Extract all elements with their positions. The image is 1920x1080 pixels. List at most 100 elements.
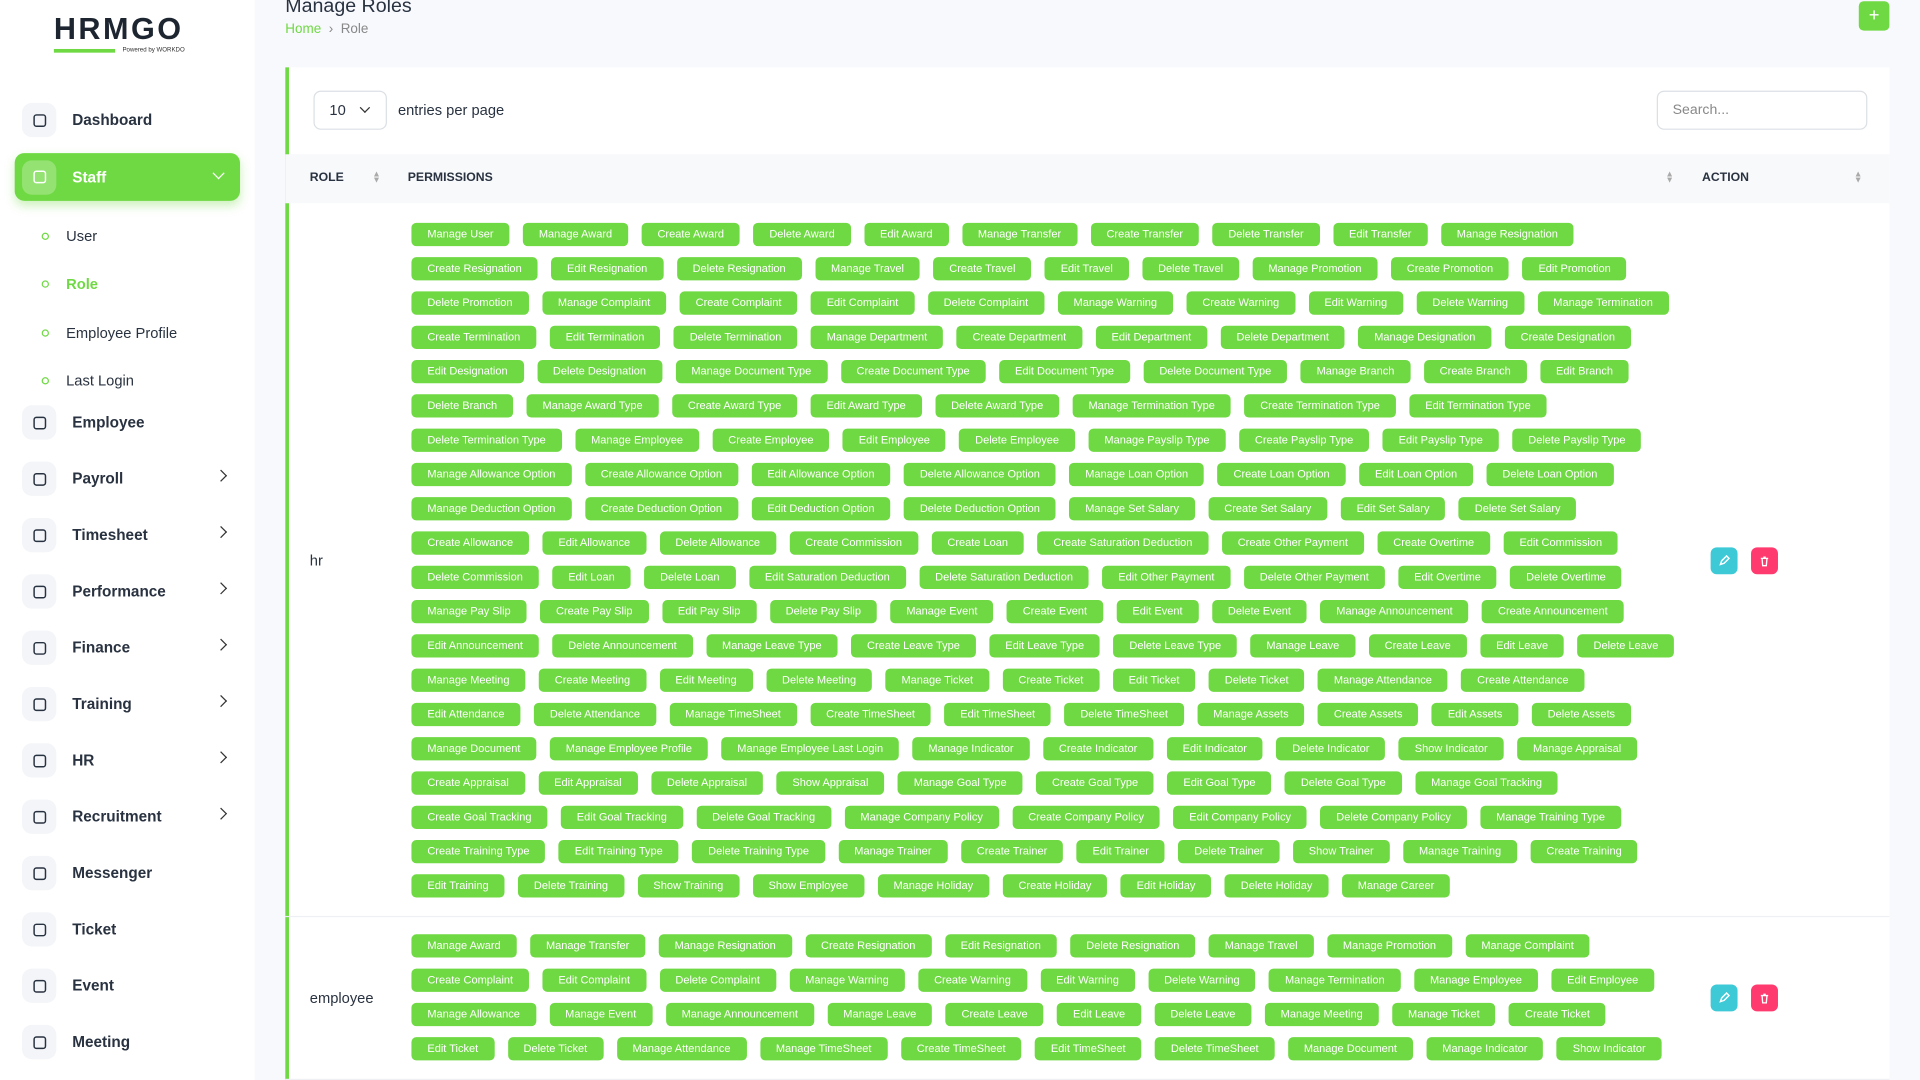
permission-badge: Edit Complaint [810,291,915,315]
column-header[interactable]: ACTION [1702,171,1750,185]
nav-icon [32,641,46,655]
nav-item[interactable]: Event [22,968,233,1005]
edit-button[interactable] [1710,983,1738,1011]
nav-label: Meeting [72,1033,131,1051]
nav-item[interactable]: HR [22,742,233,779]
permission-badge: Edit Document Type [999,360,1130,384]
chevron [214,582,228,595]
delete-icon [1760,993,1769,1003]
nav-item[interactable]: Meeting [22,1024,233,1061]
breadcrumb-link[interactable]: Home [285,22,322,37]
edit-icon [1719,991,1731,1003]
nav-item[interactable]: Finance [22,630,233,667]
nav-icon [32,585,46,599]
permission-badge: Create Warning [1186,291,1296,315]
nav-label: Employee [72,414,145,432]
nav-icon-box [22,159,57,195]
nav-item[interactable]: Dashboard [22,102,233,139]
nav-icon [32,528,46,542]
search-input[interactable]: Search... [1656,90,1868,130]
column-header[interactable]: ROLE [309,171,344,185]
nav-item[interactable]: Timesheet [22,517,233,554]
permission-badge: Create Meeting [538,668,647,692]
submenu-item[interactable]: User [41,227,98,245]
permission-badge: Edit TimeSheet [1034,1037,1142,1061]
nav-item[interactable]: Employee [22,404,233,441]
permission-badge: Manage TimeSheet [669,702,797,727]
nav-item[interactable]: Training [22,686,233,723]
sort-icon[interactable]: ▲ ▼ [372,170,381,185]
nav-item[interactable]: Staff [14,153,241,201]
delete-button[interactable] [1751,546,1778,574]
permission-badge: Delete TimeSheet [1155,1037,1275,1061]
permission-badge: Manage Announcement [665,1002,814,1027]
sort-icon[interactable]: ▲ ▼ [1665,170,1674,185]
sidebar: HRMGO Powered by WORKDO Dashboard Staff Us… [0,0,255,1080]
nav-icon [32,923,46,937]
nav-item[interactable]: Payroll [22,461,233,498]
nav-icon-box [22,102,57,138]
permission-badge: Delete Attendance [533,702,656,727]
nav-icon [32,472,46,486]
permission-badge: Manage Warning [1057,291,1173,315]
permission-badge: Create Goal Tracking [411,805,548,829]
permission-badge: Delete Set Salary [1458,497,1577,521]
permission-badge: Manage Resignation [658,934,792,958]
breadcrumb-current: Role [340,22,369,37]
permission-badge: Delete Training Type [692,840,825,864]
nav-item[interactable]: Recruitment [22,799,233,836]
permission-badge: Delete Overtime [1510,565,1622,589]
nav-icon [32,979,46,993]
permission-badge: Edit Termination [549,325,661,349]
nav-item[interactable]: Ticket [22,911,233,948]
permission-badge: Manage Attendance [616,1037,747,1061]
nav-item[interactable]: Performance [22,573,233,610]
permission-badge: Create Goal Type [1036,771,1155,795]
permission-badge: Manage Document Type [675,360,828,384]
permission-badge: Manage Award [411,934,517,958]
nav-label: Staff [72,168,107,186]
submenu-label: User [66,227,98,245]
permission-badge: Create Holiday [1002,874,1108,898]
submenu-label: Role [66,275,98,294]
roles-card: 10 entries per page Search... ROLE ▲ ▼ PE… [285,67,1890,1080]
nav-label: Event [72,977,114,995]
permission-badge: Manage Ticket [885,668,990,692]
permission-badge: Manage Event [890,600,994,624]
nav-icon-box [22,405,57,440]
permission-badge: Manage Goal Tracking [1415,771,1558,795]
nav-label: Payroll [72,470,124,488]
nav-item[interactable]: Messenger [22,855,233,892]
permission-badge: Create Travel [933,257,1032,281]
permission-badge: Delete Warning [1416,291,1524,315]
permission-badge: Delete Resignation [676,257,802,281]
submenu-item[interactable]: Employee Profile [41,324,178,341]
permission-badge: Edit Goal Tracking [560,805,683,829]
permission-badge: Delete Leave [1577,634,1675,658]
entries-select[interactable]: 10 [313,90,387,130]
permission-badge: Delete Complaint [659,968,776,992]
permission-badge: Manage Indicator [912,737,1030,761]
edit-button[interactable] [1710,546,1738,574]
chevron [214,807,228,820]
submenu-item[interactable]: Role [41,275,98,294]
delete-button[interactable] [1751,983,1778,1011]
permission-badge: Edit Overtime [1398,565,1497,589]
permission-badge: Manage Announcement [1320,600,1469,624]
permission-badge: Manage Training Type [1480,805,1621,829]
permission-badge: Create Termination [411,325,537,349]
permission-badge: Create Overtime [1377,531,1491,555]
permission-badge: Edit Resignation [944,934,1057,958]
permission-badge: Edit Indicator [1166,737,1263,761]
add-button[interactable]: + [1858,1,1890,31]
nav-label: Performance [72,583,166,601]
permission-badge: Manage Promotion [1252,257,1378,281]
sort-icon[interactable]: ▲ ▼ [1853,170,1863,185]
submenu-item[interactable]: Last Login [41,372,134,389]
permission-badge: Manage Employee [1414,968,1538,992]
nav-icon-box [22,518,57,553]
permission-badge: Manage Meeting [1264,1002,1379,1027]
page-title: Manage Roles [285,0,412,18]
permission-badge: Create Leave [945,1002,1044,1027]
permission-badge: Edit Saturation Deduction [748,565,906,589]
